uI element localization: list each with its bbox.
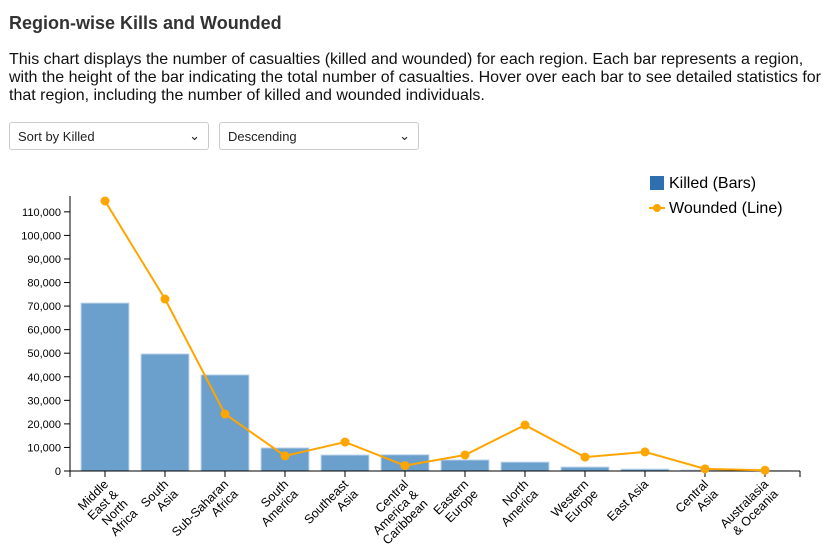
legend-killed-swatch (650, 176, 664, 190)
x-tick-label: EasternEurope (431, 477, 481, 527)
wounded-point[interactable] (520, 420, 530, 430)
bar-killed[interactable] (560, 466, 610, 472)
sort-by-select[interactable]: Sort by Killed ⌄ (9, 122, 209, 150)
bar-killed[interactable] (140, 353, 190, 472)
y-tick-label: 50,000 (27, 348, 61, 360)
chart-description: This chart displays the number of casual… (9, 51, 822, 104)
y-tick-label: 70,000 (27, 301, 61, 313)
wounded-point[interactable] (700, 464, 710, 474)
bar-killed[interactable] (440, 459, 490, 472)
bar-killed[interactable] (200, 374, 250, 472)
wounded-point[interactable] (280, 451, 290, 461)
bar-killed[interactable] (80, 302, 130, 472)
chevron-down-icon: ⌄ (399, 128, 410, 143)
order-select[interactable]: Descending ⌄ (219, 122, 419, 150)
legend-wounded-marker (653, 204, 661, 212)
x-tick-label: MiddleEast &NorthAfrica (75, 477, 141, 543)
sort-by-value: Sort by Killed (18, 128, 95, 144)
x-tick-label: CentralAsia (673, 477, 721, 525)
x-tick-label: Australasia& Oceania (717, 477, 780, 540)
wounded-point[interactable] (760, 465, 770, 475)
wounded-point[interactable] (400, 461, 410, 471)
y-tick-label: 100,000 (21, 230, 61, 242)
y-tick-label: 60,000 (27, 325, 61, 337)
x-tick-label: CentralAmerica &Caribbean (360, 477, 431, 548)
bar-killed[interactable] (500, 461, 550, 472)
y-tick-label: 110,000 (22, 207, 61, 219)
x-tick-label: Sub-SaharanAfrica (169, 477, 241, 549)
bar-killed[interactable] (320, 454, 370, 472)
y-tick-label: 10,000 (27, 442, 61, 454)
x-tick-label: SouthAsia (138, 477, 181, 520)
x-tick-label: SoutheastAsia (301, 477, 361, 537)
page-title: Region-wise Kills and Wounded (9, 13, 282, 33)
wounded-point[interactable] (580, 452, 590, 462)
y-tick-label: 80,000 (27, 278, 61, 290)
wounded-point[interactable] (220, 409, 230, 419)
wounded-point[interactable] (460, 450, 470, 460)
wounded-point[interactable] (640, 447, 650, 457)
y-tick-label: 20,000 (27, 419, 61, 431)
y-tick-label: 30,000 (27, 395, 61, 407)
y-tick-label: 40,000 (27, 372, 61, 384)
wounded-line (104, 200, 766, 472)
x-tick-label: WesternEurope (548, 477, 600, 529)
wounded-point[interactable] (160, 294, 170, 304)
wounded-point[interactable] (340, 437, 350, 447)
x-tick-label: East Asia (604, 477, 651, 524)
x-tick-label: SouthAmerica (249, 477, 301, 529)
order-value: Descending (228, 128, 297, 144)
wounded-point[interactable] (100, 196, 110, 206)
x-tick-label: NorthAmerica (489, 477, 541, 529)
chevron-down-icon: ⌄ (189, 128, 200, 143)
legend-wounded-label: Wounded (Line) (669, 200, 783, 217)
y-tick-label: 0 (55, 466, 61, 478)
legend-killed-label: Killed (Bars) (669, 175, 756, 192)
y-tick-label: 90,000 (27, 254, 61, 266)
